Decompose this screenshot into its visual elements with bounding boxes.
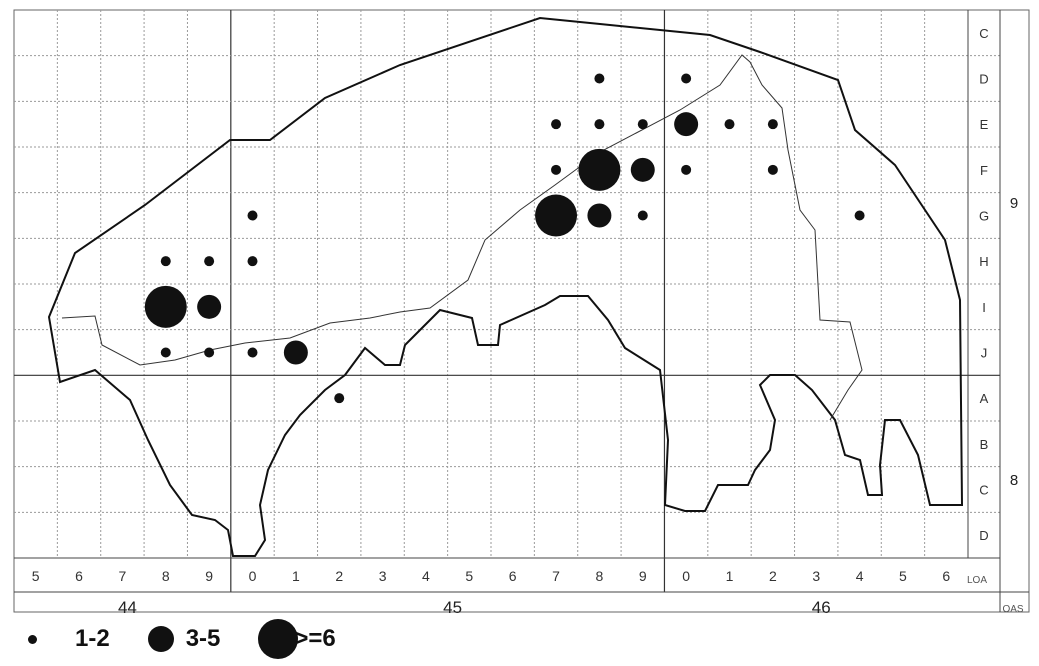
occurrence-dot-medium	[283, 340, 308, 365]
block-label: 9	[1010, 195, 1018, 212]
occurrence-dot-small	[767, 119, 778, 130]
occurrence-dot-small	[594, 73, 605, 84]
occurrence-dot-small	[204, 256, 215, 267]
row-label: B	[980, 437, 989, 452]
occurrence-dot-small	[247, 210, 258, 221]
column-label: 5	[465, 568, 473, 584]
column-label: 0	[682, 568, 690, 584]
column-label: 9	[205, 568, 213, 584]
block-label: 8	[1010, 472, 1018, 489]
occurrence-dot-medium	[630, 157, 655, 182]
occurrence-dot-large	[535, 194, 578, 237]
occurrence-dot-small	[594, 119, 605, 130]
column-label: 8	[162, 568, 170, 584]
occurrence-dot-small	[681, 164, 692, 175]
region-outline	[47, 16, 964, 557]
column-label: 7	[552, 568, 560, 584]
occurrence-dot-medium	[197, 294, 222, 319]
column-label: 3	[812, 568, 820, 584]
occurrence-dot-small	[767, 164, 778, 175]
column-label: 9	[639, 568, 647, 584]
column-label: 3	[379, 568, 387, 584]
row-label: H	[979, 254, 988, 269]
row-label: G	[979, 209, 989, 224]
grid-lines	[13, 9, 1030, 613]
column-label: 5	[899, 568, 907, 584]
column-label: 1	[726, 568, 734, 584]
column-label: 6	[509, 568, 517, 584]
occurrence-dot-small	[204, 347, 215, 358]
occurrence-dot-small	[551, 164, 562, 175]
large-dot-symbol	[258, 619, 299, 659]
major-column-label: 44	[118, 598, 137, 616]
occurrence-dot-small	[160, 256, 171, 267]
column-label: 8	[596, 568, 604, 584]
occurrence-dot-small	[551, 119, 562, 130]
occurrence-dot-small	[247, 256, 258, 267]
col-axis-label: LOA	[967, 575, 987, 586]
map-frame	[13, 9, 1030, 613]
row-label: C	[979, 483, 988, 498]
column-label: 0	[249, 568, 257, 584]
legend-item-large: >=6	[258, 619, 336, 659]
legend-item-medium: 3-5	[147, 625, 221, 652]
column-label: 5	[32, 568, 40, 584]
major-column-label: 45	[443, 598, 462, 616]
row-label: C	[979, 26, 988, 41]
column-label: 2	[335, 568, 343, 584]
outer-boundary	[47, 16, 964, 557]
row-label: D	[979, 72, 988, 87]
occurrence-dot-small	[681, 73, 692, 84]
legend-item-small: 1-2	[14, 627, 110, 651]
column-label: 6	[75, 568, 83, 584]
occurrence-dot-large	[578, 148, 621, 191]
column-label: 7	[119, 568, 127, 584]
occurrence-dot-small	[160, 347, 171, 358]
occurrence-dot-small	[854, 210, 865, 221]
legend-label-medium: 3-5	[185, 625, 221, 652]
legend-label-large: >=6	[294, 625, 336, 652]
column-label: 6	[942, 568, 950, 584]
legend-label-small: 1-2	[75, 625, 110, 652]
major-axis-label: OAS	[1002, 604, 1023, 615]
occurrence-dot-medium	[674, 112, 699, 137]
row-label: F	[980, 163, 988, 178]
column-label: 1	[292, 568, 300, 584]
occurrence-dot-small	[637, 119, 648, 130]
occurrence-dot-small	[334, 393, 345, 404]
occurrence-dot-small	[637, 210, 648, 221]
column-label: 2	[769, 568, 777, 584]
row-label: D	[979, 528, 988, 543]
inner-subregion-boundary	[61, 54, 863, 421]
medium-dot-symbol	[147, 626, 174, 652]
legend: 1-2 3-5 >=6	[14, 616, 374, 662]
major-column-label: 46	[812, 598, 831, 616]
occurrence-dot-large	[144, 285, 187, 328]
occurrence-dot-medium	[587, 203, 612, 228]
small-dot-symbol	[28, 634, 37, 644]
row-label: E	[980, 117, 989, 132]
occurrence-dot-small	[724, 119, 735, 130]
row-label: A	[980, 391, 989, 406]
column-label: 4	[422, 568, 430, 584]
column-label: 4	[856, 568, 864, 584]
occurrence-dot-small	[247, 347, 258, 358]
row-label: I	[982, 300, 986, 315]
occurrence-points	[144, 73, 865, 404]
row-label: J	[981, 346, 988, 361]
